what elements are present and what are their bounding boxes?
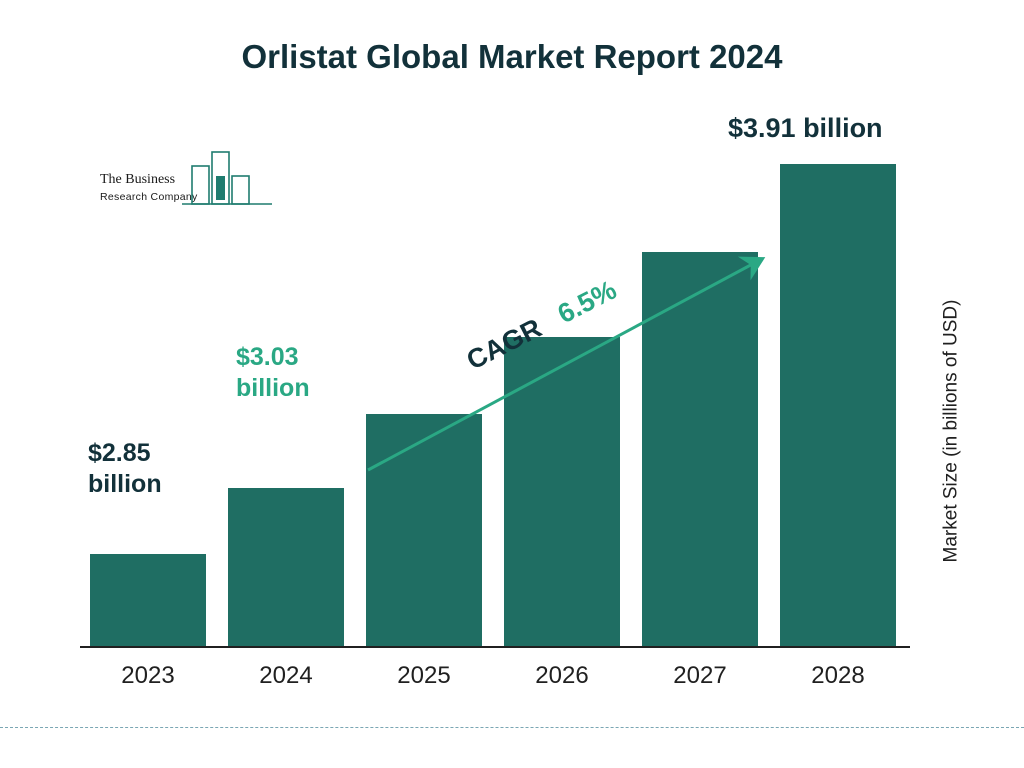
callout-first-value: $2.85 billion: [88, 438, 162, 501]
bar-2027: [642, 252, 758, 646]
callout-first-line2: billion: [88, 470, 162, 498]
plot-area: $2.85 billion $3.03 billion $3.91 billio…: [80, 110, 910, 648]
x-tick-2023: 2023: [90, 662, 206, 690]
bar-2023: [90, 554, 206, 646]
canvas: Orlistat Global Market Report 2024 The B…: [0, 0, 1024, 768]
chart-title-text: Orlistat Global Market Report 2024: [241, 38, 782, 75]
callout-second-line2: billion: [236, 374, 310, 402]
x-tick-2025: 2025: [366, 662, 482, 690]
callout-last-text: $3.91 billion: [728, 113, 883, 143]
bar-2024: [228, 488, 344, 646]
cagr-value-text: 6.5%: [553, 275, 621, 330]
x-tick-2027: 2027: [642, 662, 758, 690]
y-axis-label-text: Market Size (in billions of USD): [940, 300, 961, 563]
y-axis-label: Market Size (in billions of USD): [940, 300, 962, 563]
bar-2025: [366, 414, 482, 646]
bar-2026: [504, 337, 620, 646]
chart-title: Orlistat Global Market Report 2024: [0, 38, 1024, 76]
bar-2028: [780, 164, 896, 646]
callout-first-line1: $2.85: [88, 439, 151, 467]
bar-chart: $2.85 billion $3.03 billion $3.91 billio…: [80, 110, 910, 690]
x-tick-2024: 2024: [228, 662, 344, 690]
x-axis-labels: 2023 2024 2025 2026 2027 2028: [80, 648, 910, 690]
callout-second-value: $3.03 billion: [236, 342, 310, 405]
callout-last-value: $3.91 billion: [728, 112, 883, 146]
callout-second-line1: $3.03: [236, 343, 299, 371]
x-tick-2026: 2026: [504, 662, 620, 690]
x-tick-2028: 2028: [780, 662, 896, 690]
footer-divider: [0, 727, 1024, 728]
